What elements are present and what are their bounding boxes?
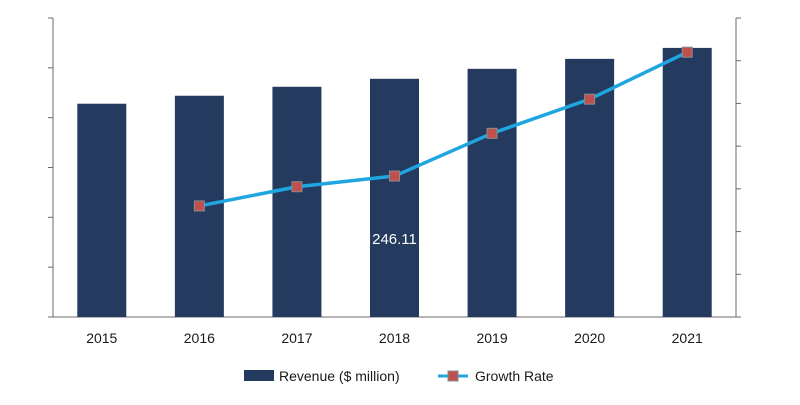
x-axis-tick-labels: 2015 2016 2017 2018 2019 2020 2021 [86, 330, 703, 346]
right-axis [735, 17, 741, 318]
x-tick-label-2019: 2019 [476, 330, 507, 346]
bar-2017 [272, 86, 322, 318]
growth-rate-point-2020 [584, 93, 596, 105]
legend-label-revenue: Revenue ($ million) [279, 368, 400, 384]
legend-label-growth-rate: Growth Rate [475, 368, 554, 384]
data-label-2018: 246.11 [372, 231, 417, 248]
growth-rate-point-2021 [681, 46, 693, 58]
x-tick-label-2015: 2015 [86, 330, 117, 346]
bar-series-revenue [77, 47, 712, 318]
bar-2019 [467, 68, 517, 317]
legend: Revenue ($ million) Growth Rate [244, 368, 554, 384]
x-tick-label-2017: 2017 [281, 330, 312, 346]
growth-rate-point-2016 [193, 200, 205, 212]
x-tick-label-2018: 2018 [379, 330, 410, 346]
bar-2021 [662, 47, 712, 318]
x-tick-label-2016: 2016 [184, 330, 215, 346]
legend-swatch-growth-marker [447, 370, 459, 382]
growth-rate-point-2019 [486, 127, 498, 139]
x-tick-label-2021: 2021 [672, 330, 703, 346]
data-labels: 246.11 [372, 231, 417, 248]
line-series-growth-rate [193, 46, 693, 212]
growth-rate-line [199, 50, 688, 208]
x-tick-label-2020: 2020 [574, 330, 605, 346]
growth-rate-point-2017 [291, 181, 303, 193]
growth-rate-point-2018 [389, 170, 400, 182]
bar-2018 [370, 78, 419, 318]
legend-swatch-revenue [244, 370, 274, 381]
bar-2015 [77, 103, 127, 317]
